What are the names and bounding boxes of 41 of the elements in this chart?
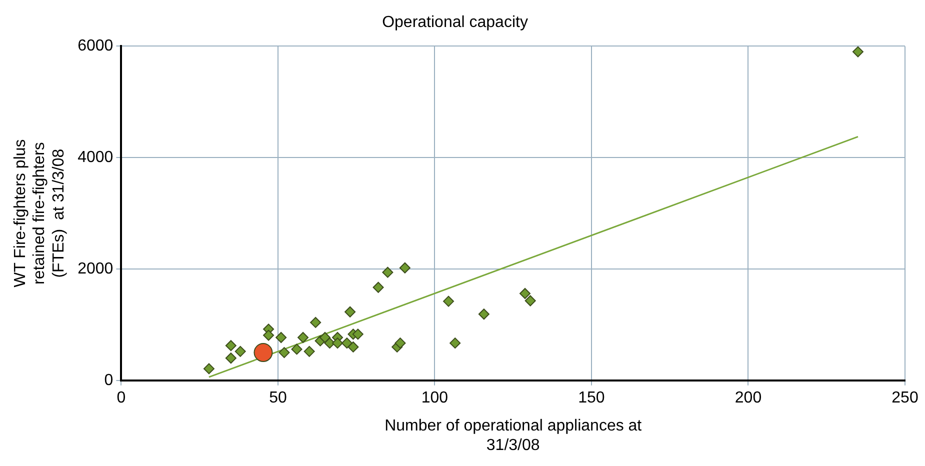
point <box>348 341 359 352</box>
point <box>276 332 287 344</box>
x-axis-title: Number of operational appliances at 31/3/08 <box>384 418 642 454</box>
point <box>382 266 394 278</box>
x-tick-label: 100 <box>421 389 448 406</box>
point <box>298 332 309 344</box>
point <box>443 296 454 307</box>
point <box>291 344 302 355</box>
chart-title: Operational capacity <box>382 14 528 32</box>
point <box>319 332 330 344</box>
point <box>225 352 236 364</box>
point <box>450 338 461 349</box>
y-tick-label: 4000 <box>78 149 114 166</box>
point <box>254 343 273 362</box>
x-tick-label: 50 <box>269 389 287 406</box>
point <box>278 347 290 358</box>
point <box>304 346 315 357</box>
point <box>344 306 356 318</box>
x-tick-label: 250 <box>892 389 918 406</box>
point <box>852 46 864 58</box>
y-tick-label: 0 <box>104 372 114 389</box>
y-tick-label: 2000 <box>78 260 114 278</box>
point <box>399 262 410 274</box>
point <box>372 282 384 293</box>
x-tick-label: 150 <box>578 389 605 406</box>
x-tick-label: 200 <box>734 389 762 406</box>
point <box>394 338 406 349</box>
point <box>203 363 214 374</box>
y-tick-label: 6000 <box>78 38 114 55</box>
point <box>263 330 274 341</box>
point <box>332 338 344 349</box>
point <box>352 328 364 340</box>
point <box>225 340 236 352</box>
x-tick-label: 0 <box>116 389 126 406</box>
y-axis-title: WT Fire-fighters plus retained fire-fighters (FTEs) at 31/3/08 <box>12 139 68 288</box>
point <box>234 346 246 357</box>
point <box>478 308 490 320</box>
point <box>341 338 352 349</box>
point <box>524 295 536 306</box>
point <box>520 288 531 300</box>
point <box>310 316 322 328</box>
